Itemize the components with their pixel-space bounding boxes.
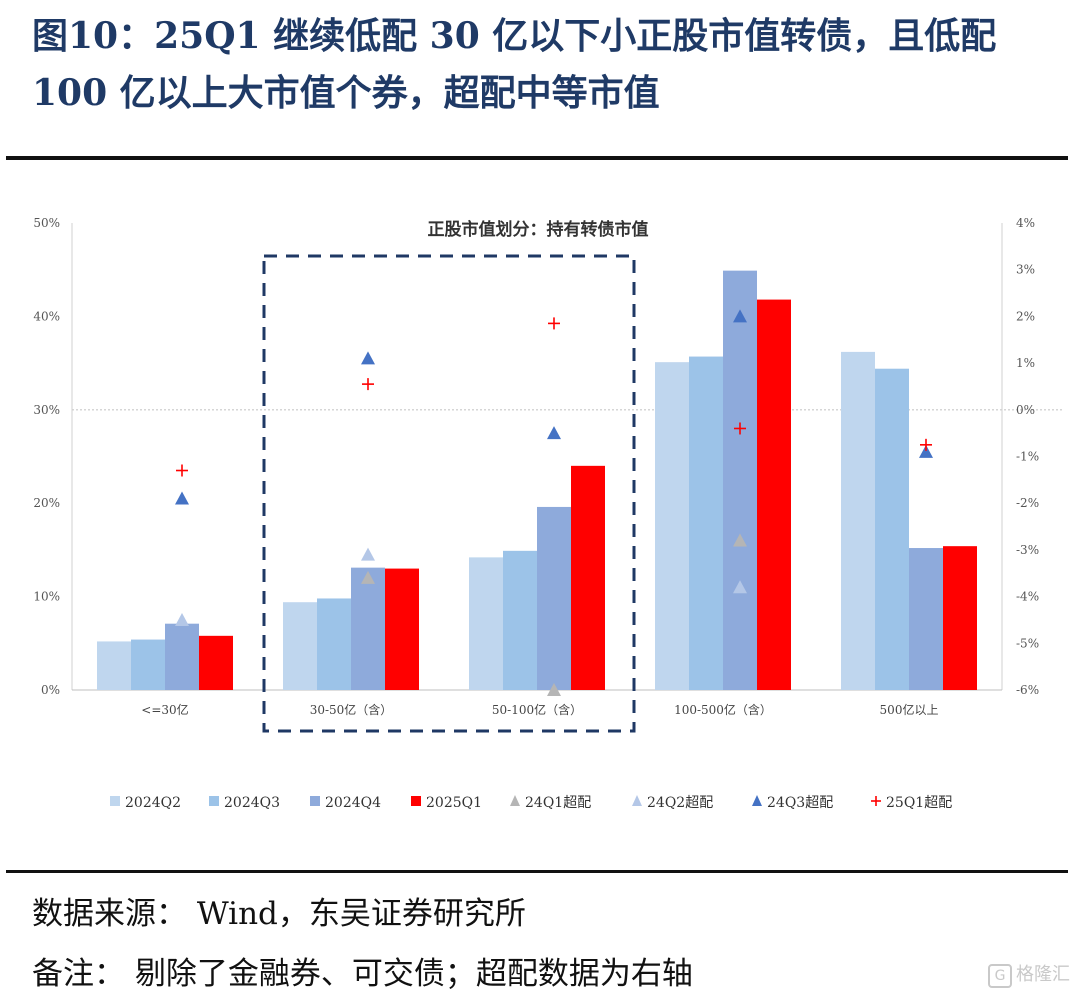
- bar: [503, 550, 537, 690]
- legend-label: 2024Q4: [325, 795, 381, 811]
- bar: [199, 635, 233, 690]
- bar: [351, 567, 385, 690]
- marker-triangle: [547, 426, 561, 440]
- source-note: 数据来源： Wind，东吴证券研究所: [32, 896, 526, 932]
- y2-tick-label: -2%: [1016, 496, 1039, 510]
- bar: [943, 546, 977, 690]
- marker-plus: [734, 422, 746, 435]
- bar: [757, 299, 791, 690]
- bar: [283, 602, 317, 690]
- legend-label: 24Q1超配: [525, 795, 591, 811]
- legend-swatch: [310, 796, 320, 806]
- marker-triangle: [361, 547, 375, 561]
- legend-swatch: [752, 795, 762, 806]
- y-tick-label: 10%: [33, 590, 60, 604]
- marker-triangle: [361, 351, 375, 365]
- y-tick-label: 40%: [33, 309, 60, 323]
- marker-triangle: [733, 580, 747, 594]
- legend-label: 2024Q3: [224, 795, 280, 811]
- marker-triangle: [547, 683, 561, 696]
- category-label: <=30亿: [141, 702, 188, 717]
- bar: [131, 639, 165, 690]
- legend-swatch: [411, 796, 421, 806]
- y-tick-label: 30%: [33, 403, 60, 417]
- legend-label: 2024Q2: [125, 795, 181, 811]
- figure-title: 图10：25Q1 继续低配 30 亿以下小正股市值转债，且低配 100 亿以上大…: [32, 15, 997, 114]
- y-tick-label: 0%: [41, 683, 60, 697]
- marker-plus: [920, 438, 932, 451]
- marker-plus: [176, 464, 188, 477]
- legend-label: 24Q3超配: [767, 795, 833, 811]
- marker-triangle: [175, 612, 189, 626]
- bar: [385, 568, 419, 690]
- marker-triangle: [733, 309, 747, 323]
- watermark-text: 格隆汇: [1016, 964, 1070, 985]
- bar: [97, 641, 131, 690]
- category-label: 500亿以上: [880, 702, 939, 717]
- y2-tick-label: 1%: [1016, 356, 1035, 370]
- category-label: 100-500亿（含）: [674, 702, 772, 717]
- y2-tick-label: 3%: [1016, 263, 1035, 277]
- category-label: 50-100亿（含）: [492, 702, 582, 717]
- legend-swatch: [510, 795, 520, 806]
- legend-label: 25Q1超配: [886, 795, 952, 811]
- y2-tick-label: -3%: [1016, 543, 1039, 557]
- bar: [537, 506, 571, 690]
- bar: [909, 548, 943, 690]
- remark-note: 备注： 剔除了金融券、可交债；超配数据为右轴: [32, 956, 693, 992]
- y2-tick-label: 2%: [1016, 309, 1035, 323]
- bar: [875, 368, 909, 690]
- marker-triangle: [175, 491, 189, 505]
- y2-tick-label: -6%: [1016, 683, 1039, 697]
- marker-plus: [548, 317, 560, 330]
- watermark-logo-icon: G: [988, 964, 1012, 988]
- y-tick-label: 20%: [33, 496, 60, 510]
- bar: [655, 362, 689, 690]
- marker-triangle: [919, 444, 933, 458]
- legend-swatch: [110, 796, 120, 806]
- bar: [841, 351, 875, 690]
- bar: [723, 270, 757, 690]
- bar: [571, 465, 605, 690]
- bar: [165, 623, 199, 690]
- bottom-rule: [6, 870, 1068, 873]
- y2-tick-label: 0%: [1016, 403, 1035, 417]
- y2-tick-label: 4%: [1016, 216, 1035, 230]
- highlight-box: [262, 254, 636, 733]
- chart-title: 正股市值划分：持有转债市值: [428, 219, 649, 240]
- y2-tick-label: -1%: [1016, 450, 1039, 464]
- legend-swatch: [632, 795, 642, 806]
- legend-label: 24Q2超配: [647, 795, 713, 811]
- chart: 正股市值划分：持有转债市值 0% 10% 20% 30% 40% 50% -6% -5% -4%…: [33, 216, 1062, 811]
- bar: [317, 598, 351, 690]
- bar: [469, 557, 503, 690]
- y2-tick-label: -4%: [1016, 590, 1039, 604]
- category-label: 30-50亿（含）: [310, 702, 393, 717]
- legend-label: 2025Q1: [426, 795, 482, 811]
- watermark: G 格隆汇: [988, 960, 1070, 988]
- marker-triangle: [361, 570, 375, 584]
- legend-swatch: [209, 796, 219, 806]
- y2-tick-label: -5%: [1016, 636, 1039, 650]
- top-rule: [6, 156, 1068, 160]
- marker-plus: [362, 378, 374, 391]
- y-tick-label: 50%: [33, 216, 60, 230]
- bar: [689, 356, 723, 690]
- marker-triangle: [733, 533, 747, 547]
